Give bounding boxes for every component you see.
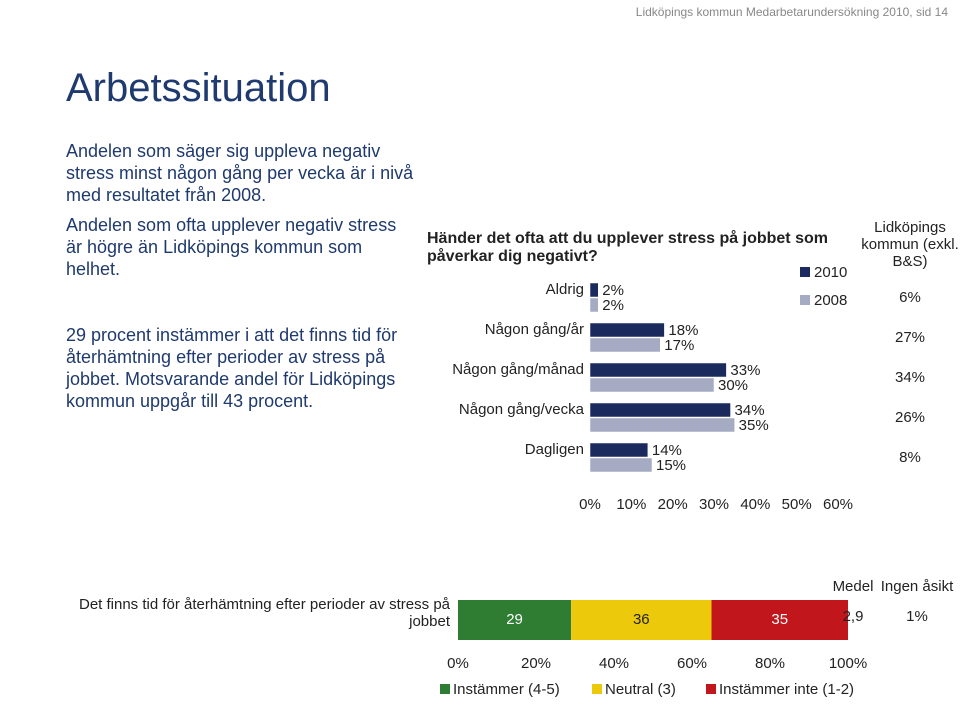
legend-swatch bbox=[800, 295, 810, 305]
x-tick-label: 40% bbox=[599, 655, 629, 672]
x-tick-label: 10% bbox=[616, 496, 646, 513]
column-header: Medel bbox=[833, 578, 874, 595]
bar bbox=[589, 282, 599, 298]
paragraph: Andelen som säger sig uppleva negativ st… bbox=[66, 141, 414, 205]
x-tick-label: 0% bbox=[579, 496, 601, 513]
legend-swatch bbox=[800, 267, 810, 277]
page-header: Lidköpings kommun Medarbetarundersökning… bbox=[635, 5, 948, 19]
paragraph: Andelen som ofta upplever negativ stress… bbox=[66, 215, 397, 279]
legend-label: Instämmer (4-5) bbox=[453, 681, 560, 698]
legend-swatch bbox=[706, 684, 716, 694]
x-tick-label: 20% bbox=[521, 655, 551, 672]
legend-label: 2010 bbox=[814, 264, 847, 281]
column-value: 27% bbox=[895, 329, 925, 346]
value-label: 35 bbox=[771, 611, 788, 628]
x-tick-label: 30% bbox=[699, 496, 729, 513]
column-value: 26% bbox=[895, 409, 925, 426]
category-label: Någon gång/år bbox=[485, 321, 584, 338]
bar bbox=[589, 442, 649, 458]
bar bbox=[589, 377, 715, 393]
bar bbox=[589, 337, 661, 353]
bar bbox=[589, 457, 653, 473]
x-tick-label: 0% bbox=[447, 655, 469, 672]
category-label: Aldrig bbox=[546, 281, 584, 298]
legend-swatch bbox=[440, 684, 450, 694]
value-label: 14% bbox=[652, 442, 682, 459]
bar-segment bbox=[458, 600, 572, 640]
x-tick-label: 100% bbox=[829, 655, 867, 672]
value-label: 34% bbox=[735, 402, 765, 419]
x-tick-label: 50% bbox=[782, 496, 812, 513]
category-label: Dagligen bbox=[525, 441, 584, 458]
bar bbox=[589, 417, 735, 433]
value-label: 29 bbox=[506, 611, 523, 628]
x-tick-label: 20% bbox=[658, 496, 688, 513]
paragraph: 29 procent instämmer i att det finns tid… bbox=[66, 325, 398, 411]
column-value: 34% bbox=[895, 369, 925, 386]
legend-label: Neutral (3) bbox=[605, 681, 676, 698]
category-label: Någon gång/vecka bbox=[459, 401, 585, 418]
x-tick-label: 60% bbox=[823, 496, 853, 513]
category-label: Det finns tid för återhämtning efter per… bbox=[78, 596, 450, 630]
value-label: 30% bbox=[718, 377, 748, 394]
column-value: 2,9 bbox=[843, 608, 864, 625]
value-label: 33% bbox=[730, 362, 760, 379]
value-label: 15% bbox=[656, 457, 686, 474]
value-label: 36 bbox=[633, 611, 650, 628]
bar-segment bbox=[571, 600, 712, 640]
column-value: 8% bbox=[899, 449, 921, 466]
column-value: 6% bbox=[899, 289, 921, 306]
legend-swatch bbox=[592, 684, 602, 694]
column-header: Ingen åsikt bbox=[881, 578, 954, 595]
bar bbox=[589, 297, 599, 313]
category-label: Någon gång/månad bbox=[452, 361, 584, 378]
value-label: 2% bbox=[602, 297, 624, 314]
x-tick-label: 40% bbox=[740, 496, 770, 513]
value-label: 18% bbox=[668, 322, 698, 339]
chart-title: Händer det ofta att du upplever stress p… bbox=[427, 230, 828, 265]
legend-label: 2008 bbox=[814, 292, 847, 309]
bar bbox=[589, 322, 665, 338]
x-tick-label: 80% bbox=[755, 655, 785, 672]
value-label: 35% bbox=[739, 417, 769, 434]
value-label: 17% bbox=[664, 337, 694, 354]
page-title: Arbetssituation bbox=[66, 66, 331, 110]
bar bbox=[589, 402, 731, 418]
bar bbox=[589, 362, 727, 378]
value-label: 2% bbox=[602, 282, 624, 299]
x-tick-label: 60% bbox=[677, 655, 707, 672]
bar-segment bbox=[711, 600, 848, 640]
column-value: 1% bbox=[906, 608, 928, 625]
legend-label: Instämmer inte (1-2) bbox=[719, 681, 854, 698]
column-header: Lidköpings kommun (exkl. B&S) bbox=[861, 219, 959, 270]
